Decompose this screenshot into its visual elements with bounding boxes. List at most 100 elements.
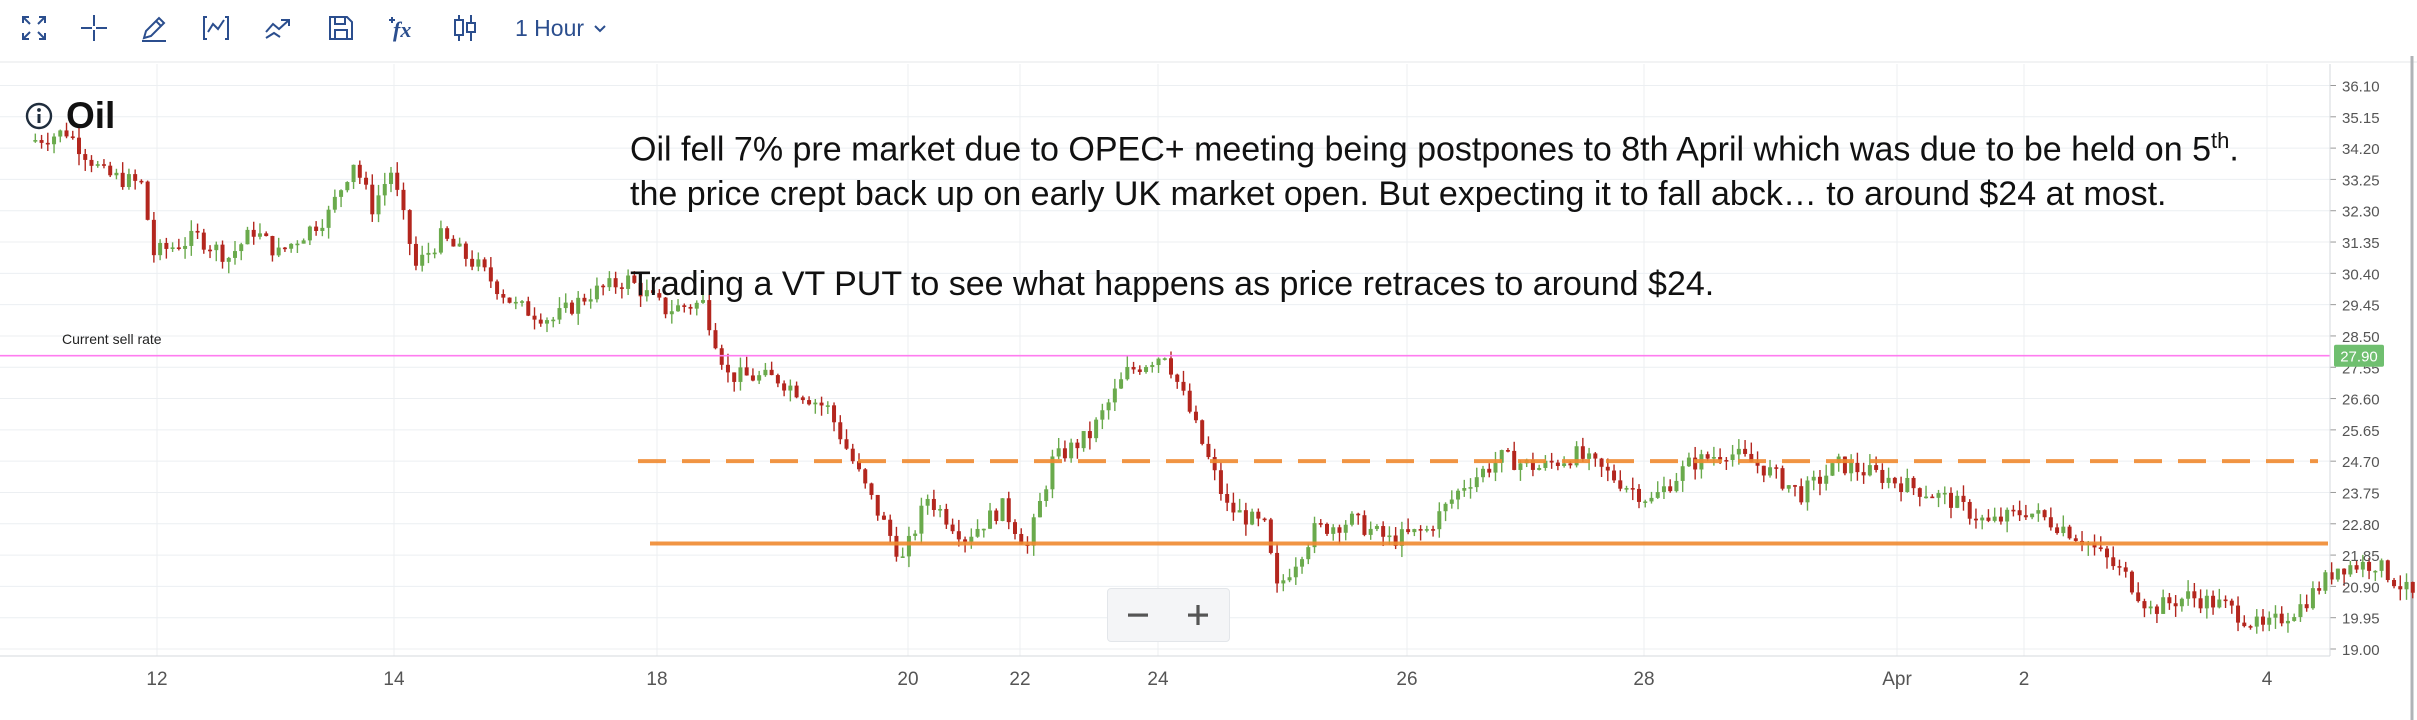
candle-body-down (1961, 495, 1966, 502)
candle-body-down (470, 258, 475, 267)
candle-body-down (1967, 501, 1972, 519)
annotation-line-2: the price crept back up on early UK mark… (630, 175, 2167, 214)
x-tick-label: 4 (2262, 669, 2273, 690)
candle-body-up (189, 230, 194, 246)
candle-body-up (1156, 358, 1161, 366)
candlestick-type-icon[interactable] (447, 10, 483, 46)
candle-body-up (1468, 487, 1473, 489)
candle-body-up (900, 556, 905, 558)
candle-body-up (2204, 595, 2209, 609)
candle-body-down (1799, 486, 1804, 503)
zoom-in-button[interactable] (1168, 589, 1228, 641)
y-tick-label: 28.50 (2342, 329, 2380, 346)
pencil-icon[interactable] (136, 10, 172, 46)
candle-body-down (1225, 494, 1230, 503)
candle-body-up (95, 164, 100, 166)
y-tick-label: 19.95 (2342, 611, 2380, 628)
y-tick-label: 21.85 (2342, 548, 2380, 565)
candle-body-down (2342, 568, 2347, 575)
x-tick-label: 18 (646, 669, 667, 690)
candle-body-up (1867, 465, 1872, 476)
timeframe-dropdown[interactable]: 1 Hour (515, 12, 608, 44)
candle-body-up (513, 301, 518, 304)
candle-body-up (1493, 462, 1498, 473)
instrument-name: Oil (66, 95, 116, 136)
save-icon[interactable] (323, 10, 359, 46)
candle-body-down (838, 422, 843, 440)
candle-body-up (332, 196, 337, 210)
candle-body-up (1686, 457, 1691, 467)
candle-body-down (1580, 446, 1585, 459)
candle-body-down (1880, 469, 1885, 483)
candle-body-up (2273, 613, 2278, 618)
sell-rate-label: Current sell rate (62, 331, 162, 347)
candle-body-up (2005, 509, 2010, 522)
candle-body-down (956, 531, 961, 540)
timeframe-label: 1 Hour (515, 14, 585, 41)
candle-body-down (1356, 513, 1361, 516)
candle-body-down (1618, 480, 1623, 489)
candle-body-up (114, 172, 119, 176)
candle-body-up (382, 184, 387, 196)
candle-body-down (264, 233, 269, 237)
candle-body-up (2267, 617, 2272, 625)
candle-body-down (1062, 448, 1067, 459)
candle-body-down (1755, 462, 1760, 466)
candle-body-up (1562, 463, 1567, 466)
candle-body-up (1250, 511, 1255, 525)
candle-body-down (133, 174, 138, 181)
fullscreen-icon[interactable] (16, 10, 52, 46)
y-tick-label: 23.75 (2342, 485, 2380, 502)
candle-body-up (1349, 513, 1354, 525)
candle-body-up (276, 247, 281, 256)
candle-body-down (1193, 411, 1198, 421)
crosshair-icon[interactable] (76, 10, 112, 46)
candle-body-down (1231, 502, 1236, 513)
candle-body-up (1106, 402, 1111, 411)
y-tick-label: 24.70 (2342, 454, 2380, 471)
candle-body-down (1006, 498, 1011, 523)
candle-body-down (2154, 606, 2159, 614)
candle-body-up (389, 172, 393, 185)
candle-body-up (2348, 565, 2353, 575)
candle-body-up (2285, 620, 2290, 624)
candle-body-up (644, 290, 649, 297)
candle-body-down (1262, 518, 1267, 521)
y-tick-label: 20.90 (2342, 579, 2380, 596)
current-price-label: 27.90 (2340, 349, 2378, 366)
candle-body-down (632, 275, 637, 283)
candle-body-down (108, 165, 113, 176)
candle-body-down (195, 230, 200, 233)
candle-body-down (176, 247, 181, 249)
candle-body-down (1774, 467, 1779, 469)
candle-body-down (807, 400, 812, 405)
candle-body-down (39, 140, 44, 143)
indicator-icon[interactable] (198, 10, 234, 46)
function-icon[interactable]: fx (385, 10, 421, 46)
candle-body-up (913, 533, 918, 536)
candle-body-down (2017, 510, 2022, 516)
candle-body-up (1736, 448, 1741, 455)
info-icon[interactable] (24, 101, 54, 131)
zoom-out-button[interactable] (1108, 589, 1168, 641)
candle-body-up (2310, 588, 2315, 609)
candle-body-down (77, 137, 81, 155)
candle-body-up (1000, 498, 1005, 521)
candle-body-up (1287, 577, 1292, 581)
candle-body-up (476, 259, 481, 267)
candle-body-up (345, 182, 350, 191)
candle-body-down (1218, 470, 1223, 495)
candle-body-down (894, 535, 899, 557)
trend-icon[interactable] (260, 10, 296, 46)
candle-body-up (1680, 466, 1685, 481)
candle-body-down (501, 294, 506, 298)
candle-body-up (919, 505, 924, 534)
candle-body-down (1275, 552, 1280, 584)
candle-body-down (1724, 460, 1729, 462)
candle-body-up (1281, 580, 1286, 584)
candle-body-down (1187, 390, 1192, 412)
candle-body-down (2398, 586, 2403, 590)
candle-body-down (794, 385, 799, 398)
candle-body-down (1874, 465, 1879, 470)
